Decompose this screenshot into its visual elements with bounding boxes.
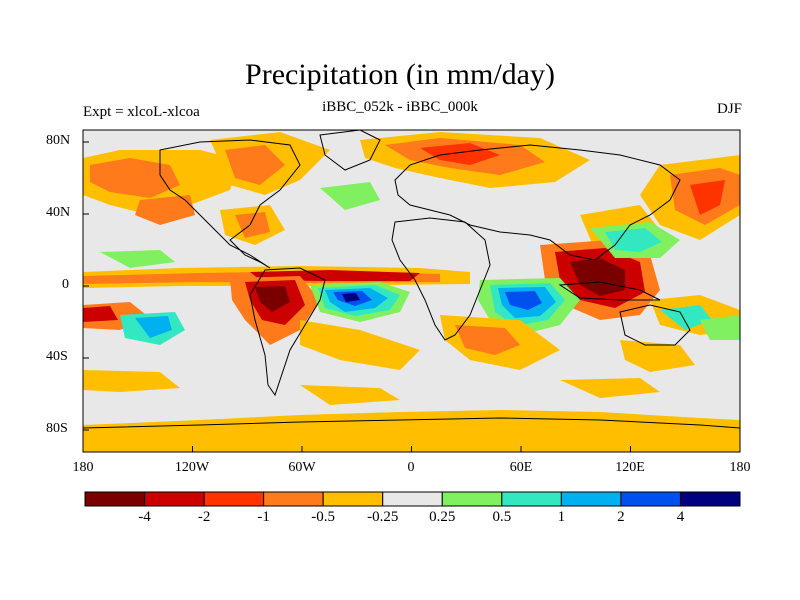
colorbar-swatch [382, 491, 443, 507]
colorbar-label: -2 [197, 509, 211, 525]
anomaly-patches-north [83, 132, 740, 255]
lon-label-0: 0 [407, 460, 415, 475]
lon-label-120w: 120W [174, 460, 210, 475]
lat-label-eq: 0 [62, 277, 69, 292]
run-comparison-label: iBBC_052k - iBBC_000k [322, 99, 478, 115]
colorbar-label: -4 [138, 509, 151, 525]
coastlines [83, 130, 740, 429]
colorbar-swatch [263, 491, 324, 507]
colorbar-swatch [620, 491, 681, 507]
colorbar-swatch [501, 491, 562, 507]
colorbar-swatch [84, 491, 146, 507]
colorbar-label: 0.25 [429, 509, 456, 525]
axis-ticks [82, 141, 741, 452]
anomaly-patches-south [83, 315, 740, 452]
lon-label-120e: 120E [615, 460, 645, 475]
lon-label-60e: 60E [509, 460, 533, 475]
lat-label-40s: 40S [46, 349, 68, 364]
lat-label-80n: 80N [46, 133, 71, 148]
colorbar-swatch [441, 491, 503, 507]
colorbar-swatch [679, 491, 741, 507]
colorbar-swatch [322, 491, 384, 507]
lon-label-180e: 180 [729, 460, 751, 475]
colorbar-label: 1 [557, 509, 566, 525]
colorbar [84, 491, 741, 507]
colorbar-swatch [560, 491, 622, 507]
colorbar-swatch [144, 491, 205, 507]
colorbar-swatch [203, 491, 265, 507]
season-label: DJF [716, 101, 742, 117]
anomaly-patches-wet [100, 182, 740, 345]
colorbar-label: -0.25 [367, 509, 399, 525]
lon-label-60w: 60W [288, 460, 316, 475]
lat-label-40n: 40N [46, 205, 71, 220]
plot-title: Precipitation (in mm/day) [245, 58, 555, 91]
lat-label-80s: 80S [46, 421, 68, 436]
lon-label-180w: 180 [72, 460, 94, 475]
colorbar-label: -1 [257, 509, 270, 525]
map-field [83, 130, 740, 452]
experiment-label: Expt = xlcoL-xlcoa [83, 104, 200, 120]
colorbar-label: 0.5 [492, 509, 512, 525]
colorbar-label: 4 [676, 509, 685, 525]
colorbar-label: 2 [617, 509, 625, 525]
colorbar-label: -0.5 [311, 509, 336, 525]
